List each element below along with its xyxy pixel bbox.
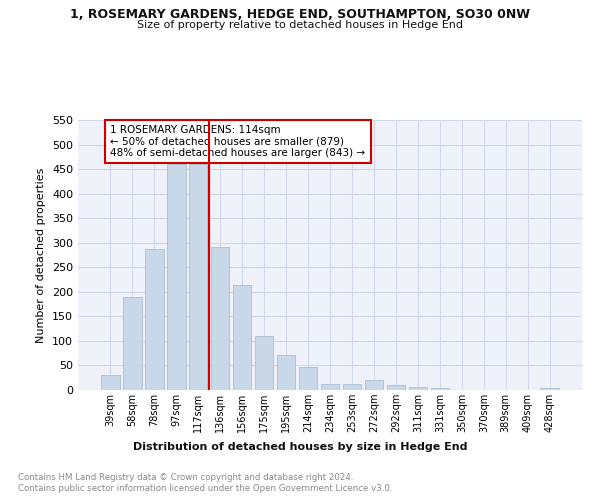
Bar xyxy=(189,164,208,390)
Text: Distribution of detached houses by size in Hedge End: Distribution of detached houses by size … xyxy=(133,442,467,452)
Bar xyxy=(386,385,405,390)
Bar xyxy=(365,380,383,390)
Y-axis label: Number of detached properties: Number of detached properties xyxy=(37,168,46,342)
Text: 1 ROSEMARY GARDENS: 114sqm
← 50% of detached houses are smaller (879)
48% of sem: 1 ROSEMARY GARDENS: 114sqm ← 50% of deta… xyxy=(110,125,365,158)
Bar xyxy=(277,354,295,390)
Bar xyxy=(145,249,164,390)
Text: Contains public sector information licensed under the Open Government Licence v3: Contains public sector information licen… xyxy=(18,484,392,493)
Bar xyxy=(101,376,119,390)
Bar xyxy=(123,296,142,390)
Text: 1, ROSEMARY GARDENS, HEDGE END, SOUTHAMPTON, SO30 0NW: 1, ROSEMARY GARDENS, HEDGE END, SOUTHAMP… xyxy=(70,8,530,20)
Bar xyxy=(211,246,229,390)
Bar xyxy=(409,387,427,390)
Bar xyxy=(255,336,274,390)
Bar xyxy=(431,388,449,390)
Text: Size of property relative to detached houses in Hedge End: Size of property relative to detached ho… xyxy=(137,20,463,30)
Bar xyxy=(343,384,361,390)
Bar xyxy=(167,164,185,390)
Bar xyxy=(320,384,340,390)
Text: Contains HM Land Registry data © Crown copyright and database right 2024.: Contains HM Land Registry data © Crown c… xyxy=(18,472,353,482)
Bar xyxy=(299,368,317,390)
Bar xyxy=(233,286,251,390)
Bar xyxy=(541,388,559,390)
